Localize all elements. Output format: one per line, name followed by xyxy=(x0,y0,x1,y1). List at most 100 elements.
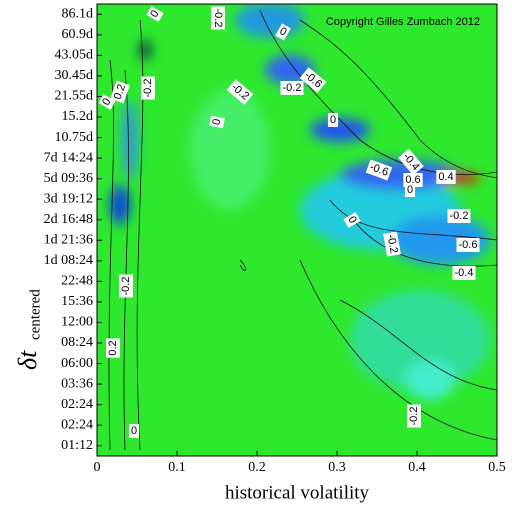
contour-label-bg xyxy=(110,80,130,104)
x-axis-label: historical volatility xyxy=(225,482,370,503)
contour-label-bg xyxy=(98,94,116,110)
contour-label: 0 xyxy=(98,94,116,110)
contour-label-text: 0 xyxy=(345,214,358,225)
contour-label-text: 0 xyxy=(277,25,288,38)
contour-label-bg xyxy=(343,212,361,228)
y-tick-label: 2d 16:48 xyxy=(44,212,93,227)
contour-label: -0.2 xyxy=(447,209,471,223)
x-tick-label: 0.2 xyxy=(248,460,266,475)
contour-label-bg xyxy=(327,113,339,127)
y-tick-label: 21.55d xyxy=(55,89,94,104)
x-tick-label: 0.1 xyxy=(168,460,186,475)
y-tick-label: 43.05d xyxy=(55,48,94,63)
contour-label: -0.2 xyxy=(280,81,304,95)
contour-label-bg xyxy=(436,170,456,184)
contour-label-text: -0.4 xyxy=(455,267,474,279)
contour-label-bg xyxy=(128,424,140,438)
contour-label-text: 0.6 xyxy=(405,174,420,186)
contour-label: -0.2 xyxy=(211,6,225,30)
y-tick-label: 10.75d xyxy=(55,130,94,145)
x-tick-label: 0 xyxy=(94,460,101,475)
contour-label-text: -0.2 xyxy=(142,79,154,98)
contour-label: 0 xyxy=(209,115,225,129)
contour-label: -0.2 xyxy=(407,404,421,428)
y-tick-label: 02:24 xyxy=(61,417,93,432)
y-tick-label: 3d 19:12 xyxy=(44,191,93,206)
contour-label-bg xyxy=(226,79,254,105)
x-tick-label: 0.5 xyxy=(488,460,506,475)
contour-label: -0.6 xyxy=(456,238,480,252)
contour-label-text: 0.4 xyxy=(438,171,453,183)
contour-label-bg xyxy=(407,404,421,428)
contour-label-text: 0.2 xyxy=(107,340,119,355)
contour-label: 0 xyxy=(404,183,416,197)
contour-label-text: 0 xyxy=(100,96,113,107)
y-tick-label: 02:24 xyxy=(61,397,93,412)
contour-label-text: 0 xyxy=(131,425,137,437)
contour-label-text: 0 xyxy=(210,118,223,126)
y-tick-label: 60.9d xyxy=(62,27,94,42)
contour-label: -0.2 xyxy=(119,274,133,298)
contour-label: 0.2 xyxy=(106,338,120,358)
contour-label-bg xyxy=(211,6,225,30)
contour-label-text: -0.6 xyxy=(459,239,478,251)
contour-label-text: 0 xyxy=(148,8,161,19)
contour-label: 0 xyxy=(128,424,140,438)
y-tick-label: 30.45d xyxy=(55,68,94,83)
contour-label-bg xyxy=(452,266,476,280)
y-tick-label: 12:00 xyxy=(61,315,93,330)
y-tick-label: 06:00 xyxy=(61,356,93,371)
contour-label-text: 0 xyxy=(330,114,336,126)
contour-label: 0.2 xyxy=(110,80,130,104)
y-tick-label: 7d 14:24 xyxy=(44,150,93,165)
contour-label-bg xyxy=(275,23,291,41)
contour-label-bg xyxy=(209,115,225,129)
y-axis-label-subscript: centered xyxy=(27,289,43,340)
contour-label-text: 0 xyxy=(407,184,413,196)
contour-label: 0 xyxy=(343,212,361,228)
contour-label-bg xyxy=(456,238,480,252)
contour-label-text: -0.2 xyxy=(450,210,469,222)
contour-label-bg xyxy=(398,148,424,176)
contour-label-bg xyxy=(146,6,164,22)
contour-label: 0 xyxy=(275,23,291,41)
contour-label-text: -0.2 xyxy=(408,407,420,426)
contour-label-text: -0.2 xyxy=(212,9,224,28)
y-tick-label: 01:12 xyxy=(61,438,93,453)
contour-label-text: -0.2 xyxy=(385,234,400,255)
contour-label: -0.2 xyxy=(383,231,401,257)
contour-label: 0 xyxy=(146,6,164,22)
y-tick-label: 15:36 xyxy=(61,294,93,309)
contour-label: -0.2 xyxy=(141,76,155,100)
x-tick-label: 0.3 xyxy=(328,460,346,475)
y-tick-label: 08:24 xyxy=(61,335,93,350)
copyright: Copyright Gilles Zumbach 2012 xyxy=(326,16,480,28)
contour-label-text: 0.2 xyxy=(112,83,129,101)
contour-label-bg xyxy=(119,274,133,298)
contour-label-bg xyxy=(280,81,304,95)
contour-label: 0 xyxy=(327,113,339,127)
y-axis-label: δt xyxy=(13,350,42,370)
y-tick-label: 22:48 xyxy=(61,274,93,289)
contour-label-text: -0.2 xyxy=(120,277,132,296)
contour-label: 0.4 xyxy=(436,170,456,184)
contour-label-bg xyxy=(365,159,393,181)
contour-label-bg xyxy=(141,76,155,100)
plot-frame xyxy=(96,3,498,457)
y-tick-label: 1d 21:36 xyxy=(44,232,93,247)
x-tick-label: 0.4 xyxy=(408,460,426,475)
contour-label: -0.6 xyxy=(365,159,393,181)
contour-label-bg xyxy=(447,209,471,223)
contour-label-text: -0.2 xyxy=(283,82,302,94)
contour-label-bg xyxy=(404,183,416,197)
y-tick-label: 15.2d xyxy=(62,109,94,124)
contour-label: -0.4 xyxy=(452,266,476,280)
y-tick-label: 86.1d xyxy=(62,6,94,21)
y-tick-label: 5d 09:36 xyxy=(44,171,93,186)
contour-label-bg xyxy=(299,67,327,93)
contour-label-bg xyxy=(106,338,120,358)
contour-label-bg xyxy=(383,231,401,257)
y-tick-label: 03:36 xyxy=(61,376,93,391)
y-tick-label: 1d 08:24 xyxy=(44,253,93,268)
